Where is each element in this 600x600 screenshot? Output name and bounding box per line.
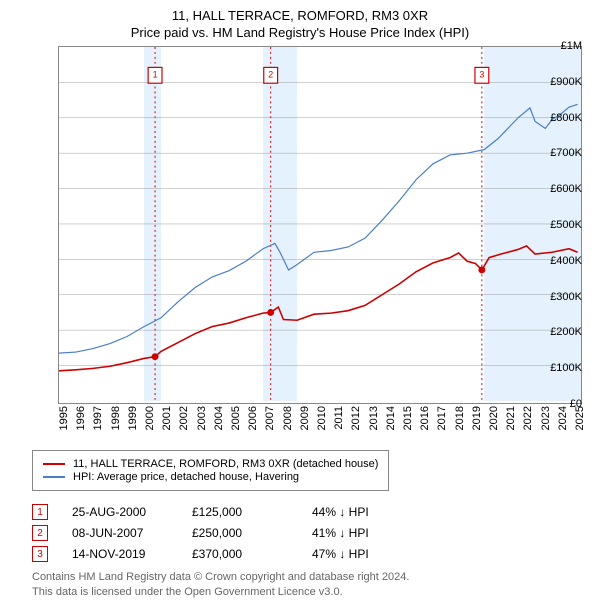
x-tick-label: 2014 (385, 406, 397, 430)
y-tick-label: £1M (561, 40, 582, 52)
sale-marker-row: 3 14-NOV-2019£370,00047% ↓ HPI (32, 546, 586, 562)
marker-date: 14-NOV-2019 (72, 547, 192, 561)
x-tick-label: 2003 (196, 406, 208, 430)
x-tick-label: 2006 (247, 406, 259, 430)
x-tick-label: 2004 (213, 406, 225, 430)
y-tick-label: £200K (550, 326, 582, 338)
marker-number-box: 2 (32, 525, 48, 541)
x-tick-label: 1997 (92, 406, 104, 430)
x-tick-label: 2013 (368, 406, 380, 430)
y-tick-label: £400K (550, 255, 582, 267)
x-tick-label: 2009 (299, 406, 311, 430)
marker-price: £125,000 (192, 505, 312, 519)
footer-line-1: Contains HM Land Registry data © Crown c… (32, 570, 586, 585)
x-tick-label: 2008 (282, 406, 294, 430)
sale-marker-row: 2 08-JUN-2007£250,00041% ↓ HPI (32, 525, 586, 541)
x-axis: 1995 1996 1997 1998 1999 2000 2001 2002 2003 2004… (58, 404, 582, 446)
y-tick-label: £600K (550, 183, 582, 195)
x-tick-label: 2019 (471, 406, 483, 430)
legend-swatch (43, 463, 65, 465)
legend-label: 11, HALL TERRACE, ROMFORD, RM3 0XR (deta… (73, 458, 378, 470)
y-tick-label: £300K (550, 291, 582, 303)
x-tick-label: 2007 (264, 406, 276, 430)
x-tick-label: 2025 (574, 406, 586, 430)
y-axis (14, 46, 58, 404)
x-tick-label: 2002 (178, 406, 190, 430)
x-tick-label: 2018 (454, 406, 466, 430)
marker-price: £250,000 (192, 526, 312, 540)
x-tick-label: 2022 (522, 406, 534, 430)
chart-subtitle: Price paid vs. HM Land Registry's House … (14, 25, 586, 40)
y-tick-label: £500K (550, 219, 582, 231)
marker-number-box: 3 (32, 546, 48, 562)
svg-text:3: 3 (479, 70, 484, 80)
marker-diff: 41% ↓ HPI (312, 526, 432, 540)
x-tick-label: 2017 (436, 406, 448, 430)
svg-text:1: 1 (153, 70, 158, 80)
chart-title: 11, HALL TERRACE, ROMFORD, RM3 0XR (14, 8, 586, 23)
y-tick-label: £100K (550, 362, 582, 374)
x-tick-label: 2016 (419, 406, 431, 430)
sale-markers-table: 1 25-AUG-2000£125,00044% ↓ HPI 2 08-JUN-200… (32, 504, 586, 562)
legend-item: HPI: Average price, detached house, Have… (43, 471, 378, 483)
marker-price: £370,000 (192, 547, 312, 561)
x-tick-label: 2020 (488, 406, 500, 430)
marker-date: 25-AUG-2000 (72, 505, 192, 519)
x-tick-label: 2000 (144, 406, 156, 430)
y-tick-label: £800K (550, 112, 582, 124)
chart-plot-area: 1 2 3 (58, 46, 582, 404)
x-tick-label: 1998 (110, 406, 122, 430)
x-tick-label: 1995 (58, 406, 70, 430)
marker-number-box: 1 (32, 504, 48, 520)
x-tick-label: 2024 (557, 406, 569, 430)
x-tick-label: 1999 (127, 406, 139, 430)
legend-swatch (43, 476, 65, 478)
x-tick-label: 2010 (316, 406, 328, 430)
x-tick-label: 2011 (333, 406, 345, 430)
legend: 11, HALL TERRACE, ROMFORD, RM3 0XR (deta… (32, 450, 389, 491)
marker-date: 08-JUN-2007 (72, 526, 192, 540)
sale-marker-row: 1 25-AUG-2000£125,00044% ↓ HPI (32, 504, 586, 520)
marker-diff: 47% ↓ HPI (312, 547, 432, 561)
x-tick-label: 2021 (505, 406, 517, 430)
legend-item: 11, HALL TERRACE, ROMFORD, RM3 0XR (deta… (43, 458, 378, 470)
marker-diff: 44% ↓ HPI (312, 505, 432, 519)
footer-line-2: This data is licensed under the Open Gov… (32, 585, 586, 600)
x-tick-label: 1996 (75, 406, 87, 430)
svg-text:2: 2 (268, 70, 273, 80)
x-tick-label: 2023 (540, 406, 552, 430)
x-tick-label: 2012 (350, 406, 362, 430)
footer-attribution: Contains HM Land Registry data © Crown c… (32, 570, 586, 600)
y-tick-label: £900K (550, 76, 582, 88)
y-tick-label: £700K (550, 147, 582, 159)
x-tick-label: 2001 (161, 406, 173, 430)
legend-label: HPI: Average price, detached house, Have… (73, 471, 299, 483)
x-tick-label: 2005 (230, 406, 242, 430)
x-tick-label: 2015 (402, 406, 414, 430)
chart-container: 11, HALL TERRACE, ROMFORD, RM3 0XR Price… (0, 0, 600, 590)
